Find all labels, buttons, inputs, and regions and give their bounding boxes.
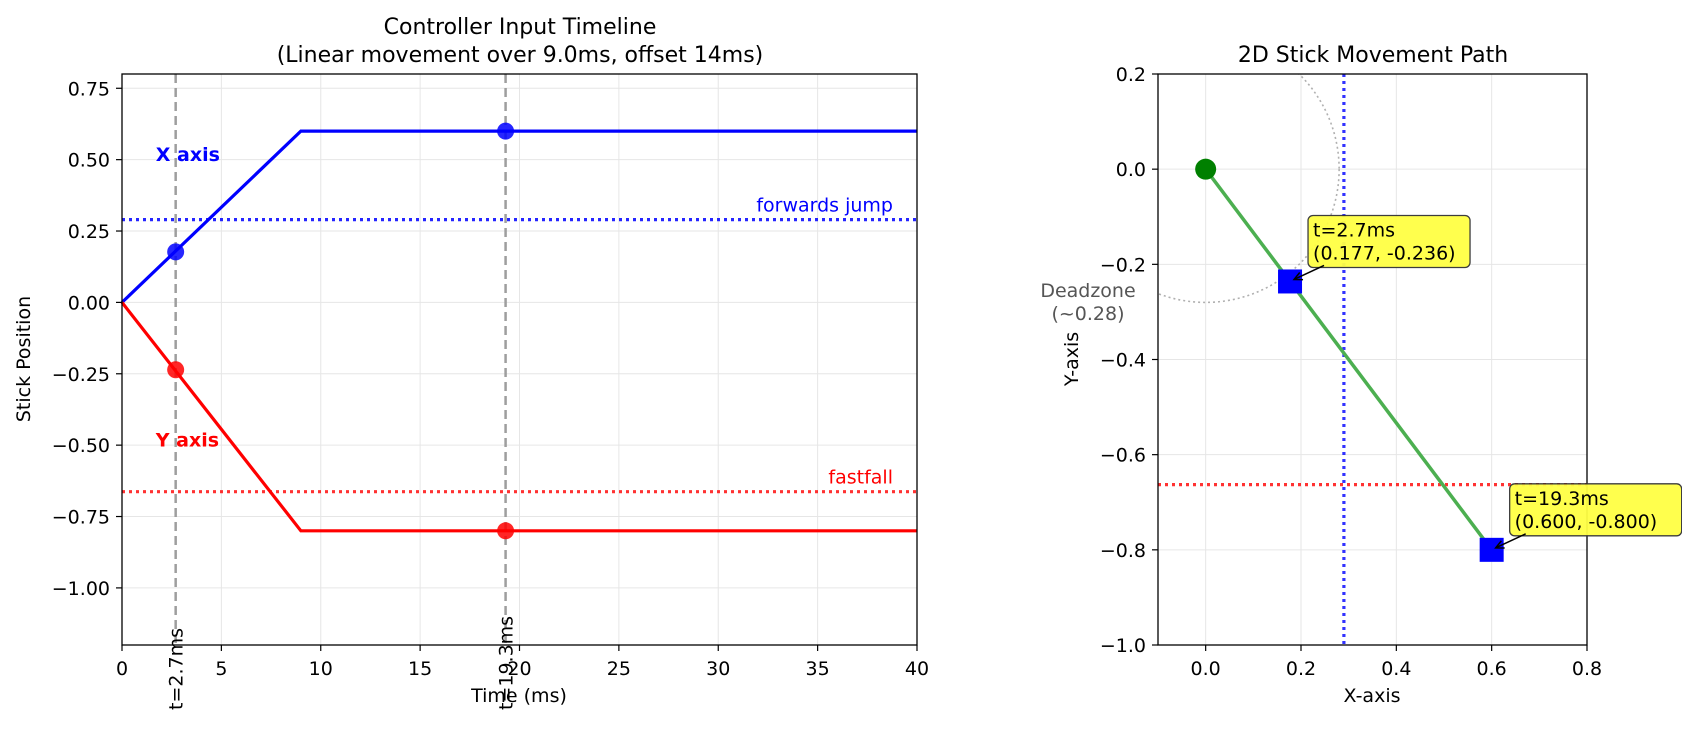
path-ytick-label: −0.2 bbox=[1100, 254, 1146, 276]
deadzone-label-line2: (~0.28) bbox=[1051, 303, 1124, 325]
event-vline-label: t=19.3ms bbox=[496, 616, 518, 710]
timeline-xtick-label: 30 bbox=[706, 658, 730, 680]
timeline-xtick-label: 15 bbox=[408, 658, 432, 680]
path-ytick-label: −1.0 bbox=[1100, 635, 1146, 657]
timeline-xtick-label: 25 bbox=[607, 658, 631, 680]
annotation-box bbox=[1307, 214, 1471, 269]
timeline-title: Controller Input Timeline bbox=[384, 15, 657, 40]
annotation-coords: (0.600, -0.800) bbox=[1515, 511, 1658, 533]
stick-path-chart: 2D Stick Movement Path 0.0 0.2 0.4 0.6 0.80.… bbox=[1040, 43, 1682, 707]
annotation-time: t=2.7ms bbox=[1313, 219, 1395, 241]
timeline-ytick-label: 0.50 bbox=[68, 150, 110, 172]
path-ytick-label: −0.4 bbox=[1100, 350, 1146, 372]
timeline-ytick-label: 0.00 bbox=[68, 292, 110, 314]
annotation-time: t=19.3ms bbox=[1515, 488, 1609, 510]
timeline-ytick-label: −0.25 bbox=[52, 364, 110, 386]
path-xlabel: X-axis bbox=[1344, 685, 1401, 707]
timeline-vlines bbox=[174, 74, 507, 645]
path-xtick-label: 0.0 bbox=[1191, 658, 1221, 680]
timeline-ylabel: Stick Position bbox=[13, 296, 35, 422]
timeline-markers bbox=[167, 122, 515, 540]
path-title: 2D Stick Movement Path bbox=[1238, 43, 1508, 68]
timeline-xtick-label: 40 bbox=[905, 658, 929, 680]
path-ytick-label: −0.8 bbox=[1100, 540, 1146, 562]
timeline-subtitle: (Linear movement over 9.0ms, offset 14ms… bbox=[277, 43, 764, 68]
timeline-ytick-label: −1.00 bbox=[52, 578, 110, 600]
threshold-label: forwards jump bbox=[756, 195, 893, 217]
timeline-xlabel: Time (ms) bbox=[470, 685, 567, 707]
series-marker bbox=[497, 122, 515, 140]
timeline-labels: X axis Y axis bbox=[155, 144, 220, 452]
timeline-xtick-label: 0 bbox=[116, 658, 128, 680]
timeline-ytick-label: 0.75 bbox=[68, 78, 110, 100]
series-marker bbox=[167, 361, 185, 379]
path-line bbox=[1204, 168, 1494, 551]
annotation-arrowhead bbox=[1494, 540, 1505, 549]
annotation-coords: (0.177, -0.236) bbox=[1313, 242, 1456, 264]
series-marker bbox=[167, 243, 185, 261]
path-ylabel: Y-axis bbox=[1061, 332, 1083, 387]
timeline-xtick-label: 35 bbox=[806, 658, 830, 680]
timeline-series bbox=[120, 129, 917, 533]
series-line bbox=[120, 129, 917, 304]
timeline-xtick-label: 10 bbox=[309, 658, 333, 680]
path-ytick-label: 0.0 bbox=[1116, 159, 1146, 181]
start-point bbox=[1195, 158, 1217, 180]
timeline-thresholds: forwards jump fastfall bbox=[122, 195, 917, 494]
timeline-xtick-label: 5 bbox=[215, 658, 227, 680]
threshold-label: fastfall bbox=[828, 467, 893, 489]
series-label: Y axis bbox=[155, 429, 219, 451]
timeline-chart: Controller Input Timeline (Linear moveme… bbox=[13, 15, 929, 710]
path-ticks: 0.0 0.2 0.4 0.6 0.8 0.2 0.0 −0.2 −0.4 −0.6 −0.8 −1.… bbox=[1100, 64, 1602, 680]
series-label: X axis bbox=[156, 144, 220, 166]
path-annotations: t=2.7ms(0.177, -0.236) t=19.3ms(0.600, -0… bbox=[1292, 214, 1682, 549]
path-ytick-label: 0.2 bbox=[1116, 64, 1146, 86]
path-ytick-label: −0.6 bbox=[1100, 445, 1146, 467]
timeline-ytick-label: −0.75 bbox=[52, 507, 110, 529]
series-line bbox=[120, 301, 917, 533]
path-xtick-label: 0.4 bbox=[1381, 658, 1411, 680]
series-marker bbox=[497, 522, 515, 540]
annotation-arrow bbox=[1495, 533, 1526, 549]
path-xtick-label: 0.8 bbox=[1572, 658, 1602, 680]
path-xtick-label: 0.6 bbox=[1477, 658, 1507, 680]
timeline-ytick-label: 0.25 bbox=[68, 221, 110, 243]
timeline-ytick-label: −0.50 bbox=[52, 435, 110, 457]
event-vline-label: t=2.7ms bbox=[166, 628, 188, 710]
timeline-ticks: 0 5 10 15 20 25 30 35 40 0.75 0.50 0.25 0.00 −0.25 −0.… bbox=[52, 78, 929, 680]
deadzone-label-line1: Deadzone bbox=[1040, 280, 1135, 302]
stick-path-line bbox=[1204, 168, 1494, 551]
timeline-xtick-label: 20 bbox=[507, 658, 531, 680]
timeline-vline-labels: t=2.7ms t=19.3ms bbox=[166, 616, 518, 710]
annotation-arrowhead bbox=[1292, 272, 1304, 281]
annotation-arrow bbox=[1293, 264, 1325, 281]
path-xtick-label: 0.2 bbox=[1286, 658, 1316, 680]
